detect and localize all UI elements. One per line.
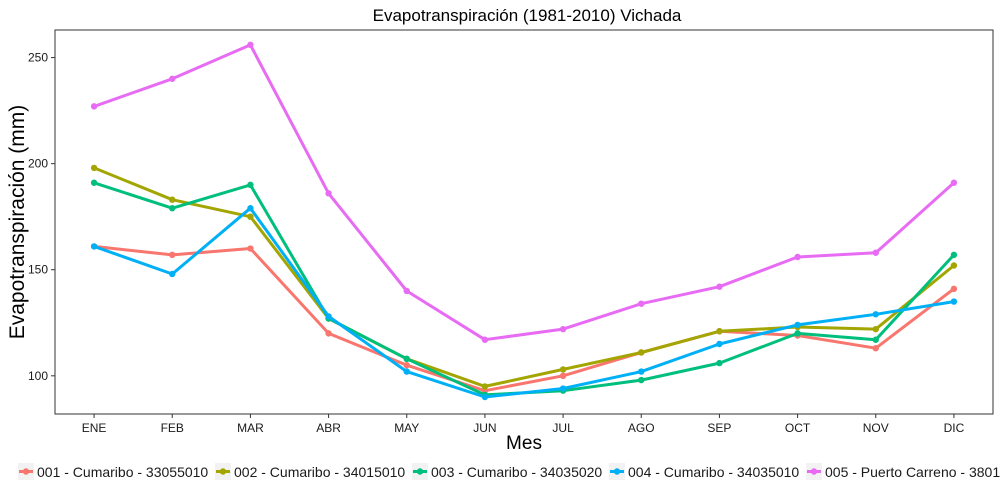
data-point bbox=[90, 103, 98, 110]
x-tick-label: MAY bbox=[394, 421, 419, 435]
data-point bbox=[325, 330, 332, 337]
plot-panel bbox=[54, 29, 994, 415]
data-point bbox=[481, 336, 489, 343]
x-tick-label: MAR bbox=[237, 421, 264, 435]
data-point bbox=[559, 372, 567, 380]
x-tick-label: SEP bbox=[707, 421, 731, 435]
x-tick-label: JUL bbox=[552, 421, 574, 435]
data-point bbox=[950, 179, 958, 186]
data-point bbox=[794, 330, 801, 337]
data-point bbox=[403, 355, 410, 363]
legend-label: 001 - Cumaribo - 33055010 bbox=[37, 464, 208, 480]
data-point bbox=[169, 75, 176, 82]
data-point bbox=[794, 321, 801, 329]
x-axis-title: Mes bbox=[506, 433, 542, 454]
legend-item: 002 - Cumaribo - 34015010 bbox=[215, 463, 405, 480]
legend-label: 005 - Puerto Carreno - 3801 bbox=[825, 464, 1000, 480]
data-point bbox=[90, 243, 98, 250]
data-point bbox=[638, 349, 645, 356]
y-axis: 100 150 200 250 bbox=[28, 51, 55, 383]
data-point bbox=[169, 196, 176, 203]
legend-label: 003 - Cumaribo - 34035020 bbox=[431, 464, 602, 480]
legend-item: 003 - Cumaribo - 34035020 bbox=[412, 463, 602, 480]
series-group bbox=[90, 41, 958, 401]
data-point bbox=[872, 336, 879, 343]
data-point bbox=[872, 325, 879, 333]
y-tick-label: 250 bbox=[28, 51, 48, 65]
x-tick-label: FEB bbox=[161, 421, 184, 435]
x-tick-label: OCT bbox=[785, 421, 811, 435]
data-point bbox=[325, 190, 332, 197]
legend-item: 001 - Cumaribo - 33055010 bbox=[18, 463, 208, 480]
data-point bbox=[247, 213, 254, 220]
legend: 001 - Cumaribo - 33055010 002 - Cumaribo … bbox=[18, 463, 1000, 480]
data-point bbox=[169, 251, 176, 259]
data-point bbox=[950, 285, 958, 293]
data-point bbox=[481, 383, 489, 390]
y-tick-label: 100 bbox=[28, 369, 48, 383]
y-axis-title: Evapotranspiración (mm) bbox=[6, 105, 29, 340]
legend-key-point bbox=[22, 468, 30, 475]
data-point bbox=[90, 179, 98, 186]
legend-key-point bbox=[219, 468, 227, 475]
data-point bbox=[481, 393, 489, 401]
data-point bbox=[247, 245, 254, 252]
legend-key-point bbox=[416, 468, 424, 475]
data-point bbox=[169, 205, 176, 212]
data-point bbox=[559, 366, 567, 373]
x-tick-label: NOV bbox=[863, 421, 889, 435]
legend-label: 004 - Cumaribo - 34035010 bbox=[628, 464, 799, 480]
series-line bbox=[92, 244, 956, 393]
data-point bbox=[872, 345, 879, 352]
data-point bbox=[247, 205, 254, 212]
data-point bbox=[716, 328, 723, 335]
data-point bbox=[403, 287, 410, 295]
x-tick-label: DIC bbox=[944, 421, 965, 435]
data-point bbox=[950, 251, 958, 259]
data-point bbox=[872, 311, 879, 318]
data-point bbox=[247, 181, 254, 189]
data-point bbox=[559, 385, 567, 392]
series-line bbox=[92, 166, 956, 388]
x-tick-label: AGO bbox=[628, 421, 655, 435]
data-point bbox=[638, 368, 645, 375]
data-point bbox=[794, 253, 801, 261]
series-line bbox=[92, 206, 956, 399]
data-point bbox=[169, 270, 176, 278]
data-point bbox=[716, 359, 723, 367]
legend-item: 004 - Cumaribo - 34035010 bbox=[609, 463, 799, 480]
legend-item: 005 - Puerto Carreno - 3801 bbox=[806, 463, 1000, 480]
legend-key-point bbox=[613, 468, 621, 475]
data-point bbox=[403, 368, 410, 375]
legend-label: 002 - Cumaribo - 34015010 bbox=[234, 464, 405, 480]
data-point bbox=[716, 340, 723, 348]
chart-title: Evapotranspiración (1981-2010) Vichada bbox=[373, 6, 682, 25]
data-point bbox=[638, 300, 645, 307]
y-tick-label: 200 bbox=[28, 157, 48, 171]
x-tick-label: ENE bbox=[82, 421, 107, 435]
data-point bbox=[950, 298, 958, 305]
data-point bbox=[559, 325, 567, 333]
x-axis: ENE FEB MAR ABR MAY JUN JUL AGO SEP OCT NOV DIC bbox=[82, 414, 965, 435]
data-point bbox=[872, 249, 879, 256]
data-point bbox=[638, 376, 645, 384]
series-line bbox=[92, 43, 956, 342]
y-tick-label: 150 bbox=[28, 263, 48, 277]
series-5 bbox=[90, 41, 958, 343]
data-point bbox=[950, 262, 958, 269]
x-tick-label: JUN bbox=[473, 421, 496, 435]
data-point bbox=[716, 283, 723, 290]
series-4 bbox=[90, 205, 958, 401]
data-point bbox=[403, 362, 410, 369]
data-point bbox=[90, 164, 98, 172]
data-point bbox=[325, 313, 332, 320]
data-point bbox=[247, 41, 254, 49]
legend-key-point bbox=[810, 468, 818, 475]
x-tick-label: ABR bbox=[316, 421, 341, 435]
